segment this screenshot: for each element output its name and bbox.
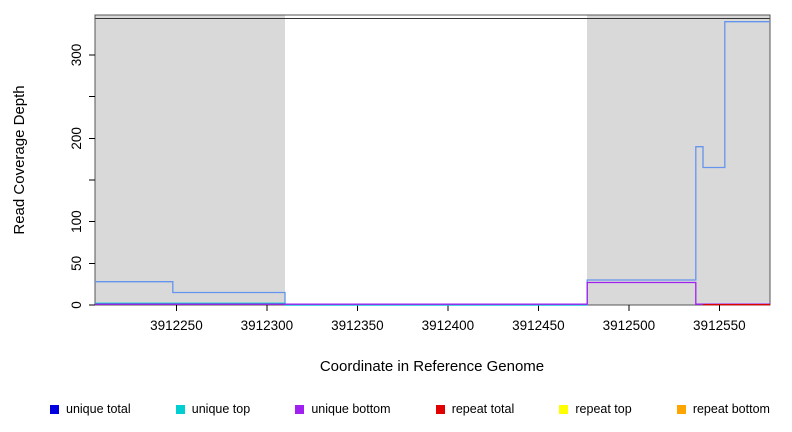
legend-label: repeat bottom	[692, 402, 770, 416]
legend-label: unique bottom	[311, 402, 391, 416]
chart-svg: 3912250 3912300 3912350 3912400 3912450 39125…	[11, 14, 771, 375]
y-axis-title: Read Coverage Depth	[11, 85, 28, 234]
legend-label: repeat total	[451, 402, 515, 416]
legend-swatch	[676, 404, 686, 414]
y-tick-label: 0	[69, 301, 84, 309]
series-unique-total	[95, 21, 770, 306]
legend-swatch	[50, 404, 59, 414]
x-tick-label: 3912450	[512, 318, 565, 333]
legend-swatch	[295, 404, 305, 414]
legend-item-unique-top: unique top	[175, 402, 251, 416]
y-tick-label: 50	[69, 256, 84, 271]
shaded-region	[587, 15, 770, 305]
legend-label: unique total	[66, 402, 131, 416]
x-tick-label: 3912250	[150, 318, 203, 333]
legend-swatch	[175, 404, 185, 414]
x-axis-title: Coordinate in Reference Genome	[320, 358, 544, 375]
x-tick-label: 3912400	[422, 318, 475, 333]
y-tick-label: 200	[69, 127, 84, 150]
y-tick-label: 300	[69, 44, 84, 67]
legend: unique total unique top unique bottom repea…	[0, 398, 792, 420]
legend-item-repeat-top: repeat top	[559, 402, 632, 416]
legend-swatch	[559, 404, 569, 414]
x-tick-label: 3912550	[693, 318, 746, 333]
x-tick-label: 3912350	[331, 318, 384, 333]
x-tick-label: 3912500	[603, 318, 656, 333]
chart-layers: 3912250 3912300 3912350 3912400 3912450 39125…	[69, 14, 771, 333]
legend-label: unique top	[191, 402, 251, 416]
legend-swatch	[435, 404, 445, 414]
x-tick-label: 3912300	[241, 318, 294, 333]
legend-item-repeat-total: repeat total	[435, 402, 515, 416]
legend-item-repeat-bottom: repeat bottom	[676, 402, 770, 416]
y-tick-label: 100	[69, 210, 84, 233]
legend-item-unique-total: unique total	[50, 402, 131, 416]
legend-item-unique-bottom: unique bottom	[295, 402, 391, 416]
legend-label: repeat top	[575, 402, 632, 416]
shaded-region	[95, 15, 286, 305]
